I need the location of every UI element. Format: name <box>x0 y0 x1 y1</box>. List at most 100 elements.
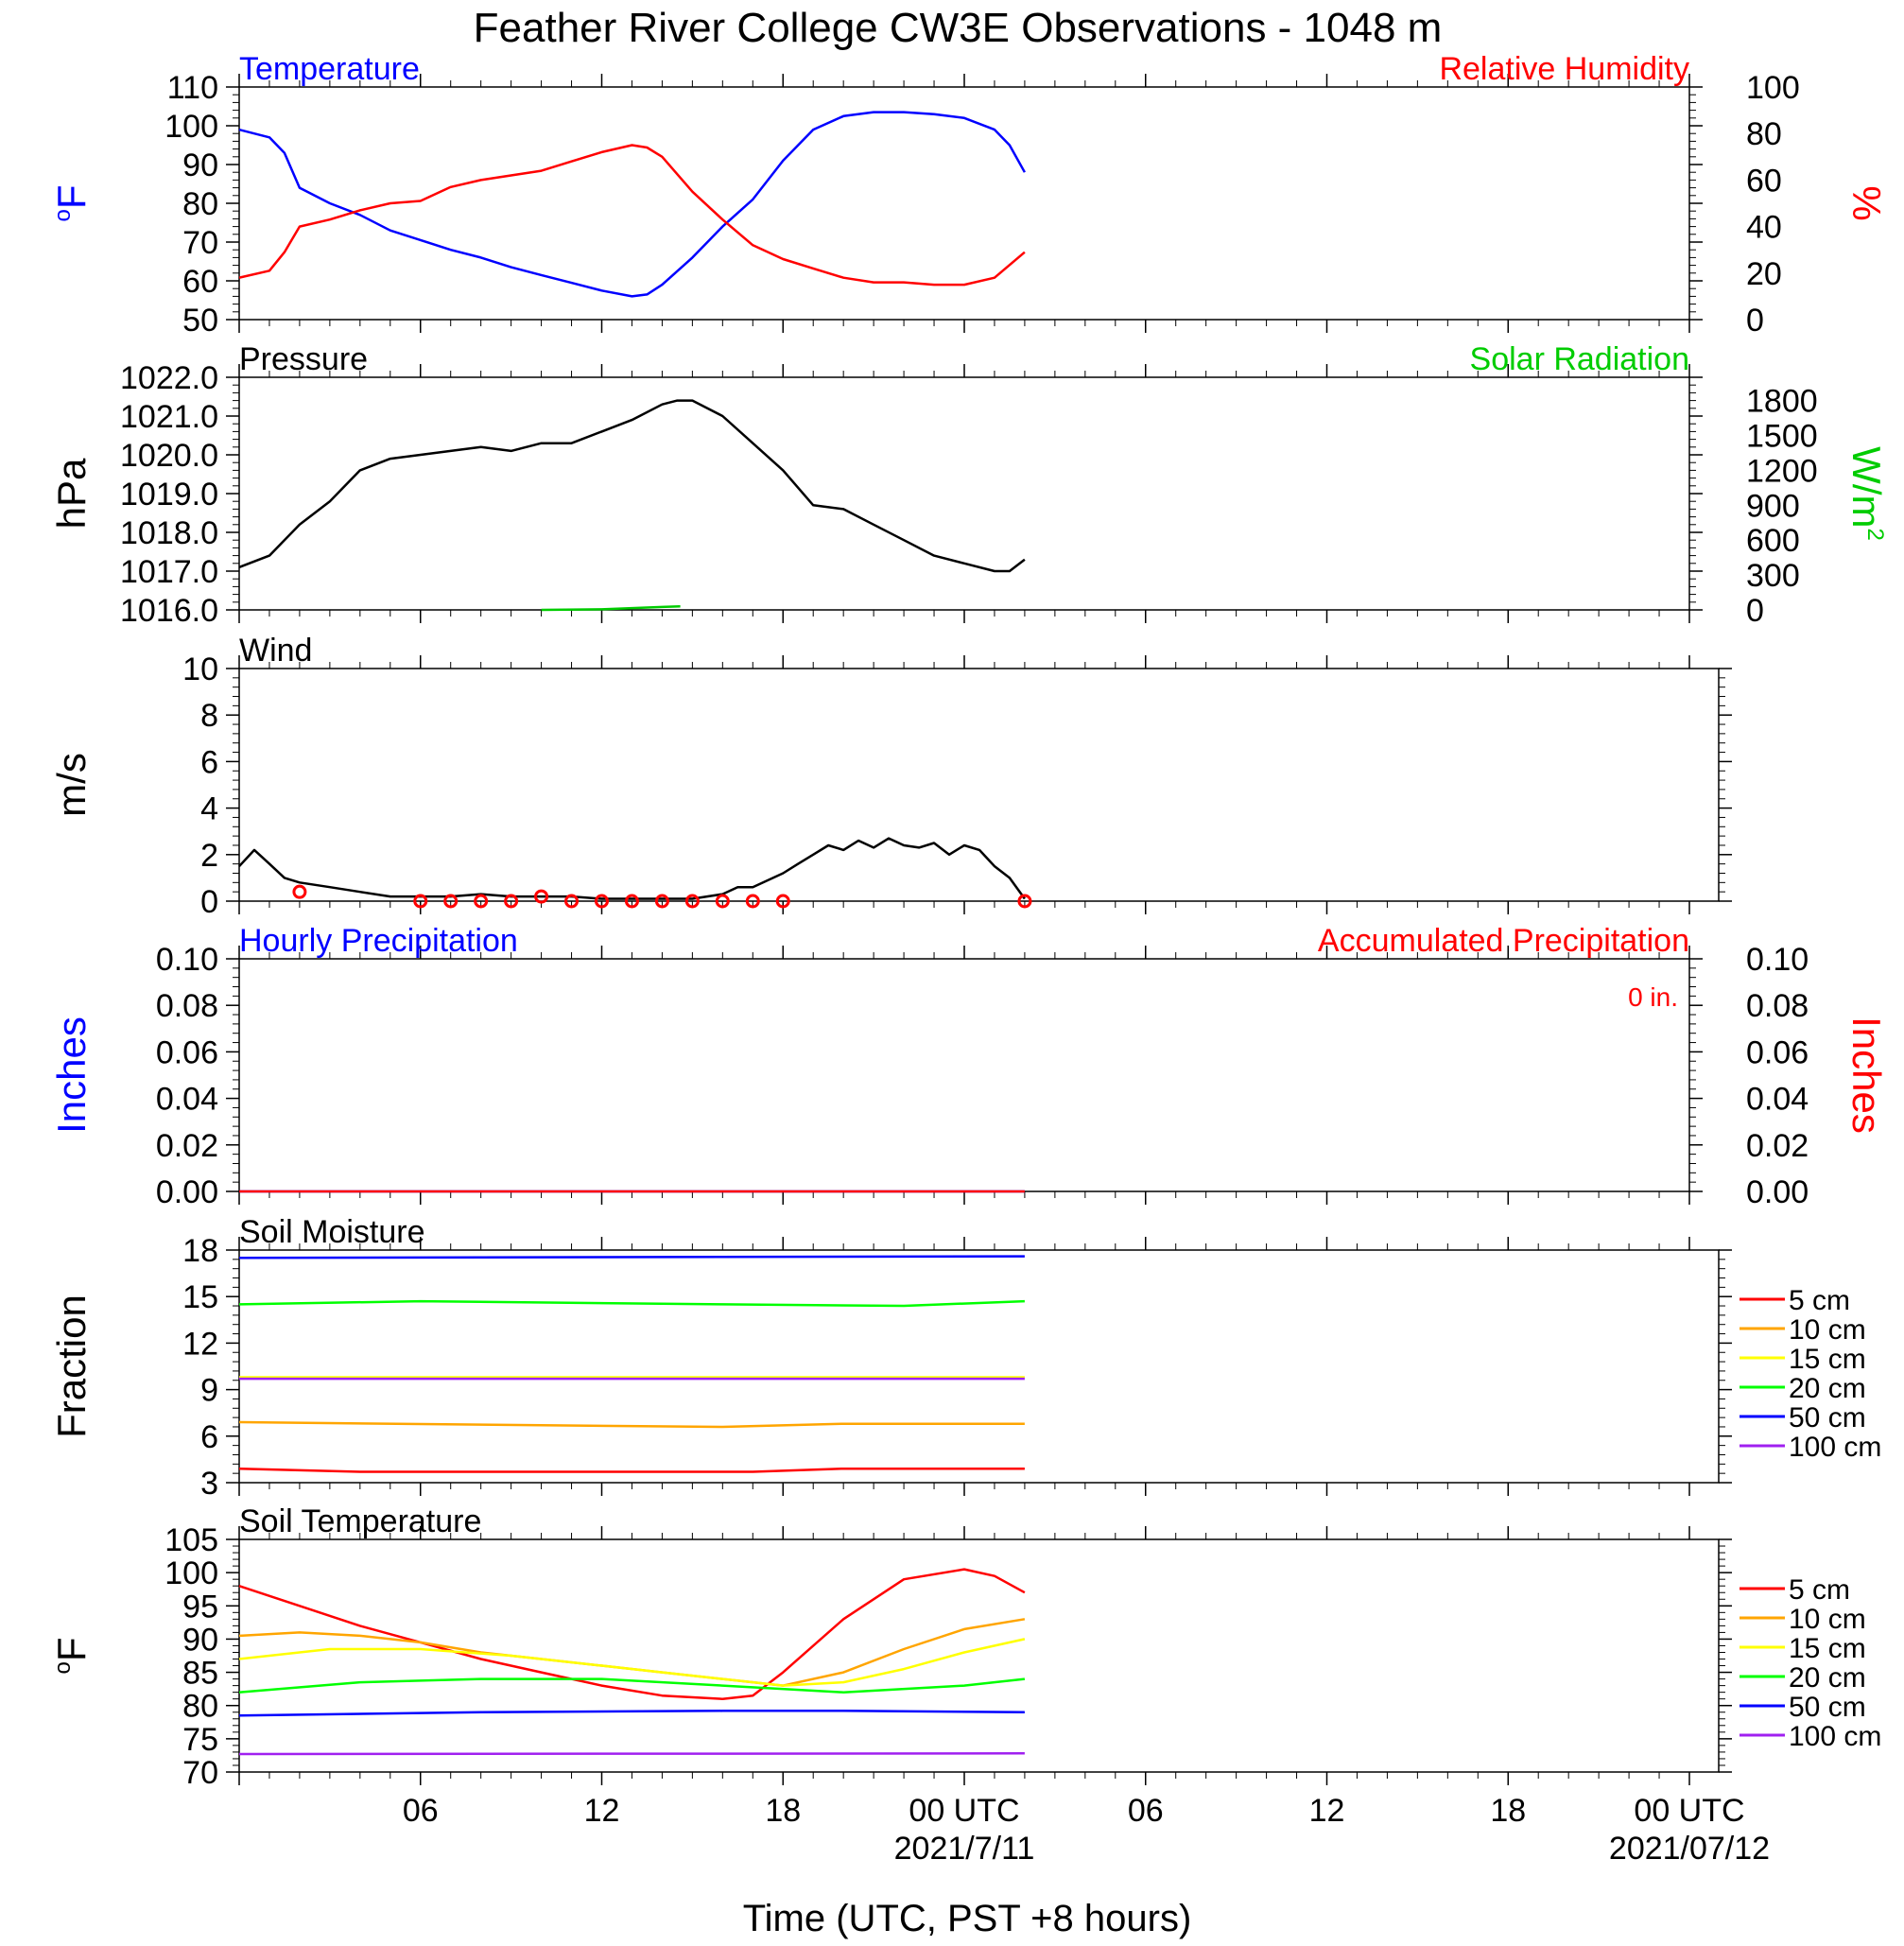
legend-label: 15 cm <box>1789 1344 1866 1375</box>
y-right-tick-label: 900 <box>1746 488 1800 524</box>
panel-3: 10 8 6 4 2 0 Wind m/s <box>49 633 1732 920</box>
legend-label: 50 cm <box>1789 1402 1866 1433</box>
y-tick-label: 3 <box>200 1466 218 1502</box>
x-axis-title: Time (UTC, PST +8 hours) <box>743 1898 1192 1939</box>
wind-barb-point <box>292 884 307 899</box>
y-right-tick-label: 20 <box>1746 256 1782 292</box>
y-tick-label: 50 <box>182 303 218 339</box>
y-right-tick-label: 0.00 <box>1746 1174 1809 1210</box>
y-tick-label: 0 <box>200 884 218 920</box>
legend-label: 15 cm <box>1789 1633 1866 1664</box>
x-tick-label: 12 <box>1309 1793 1345 1829</box>
y-label-right: % <box>1844 185 1889 220</box>
x-tick-label: 18 <box>765 1793 801 1829</box>
wind-barb-point <box>564 894 580 909</box>
y-right-tick-label: 80 <box>1746 116 1782 152</box>
series-line-5-cm <box>238 1467 1025 1473</box>
wind-barb-point <box>595 894 609 909</box>
panel-title-left: Soil Moisture <box>239 1214 425 1250</box>
y-right-tick-label: 0.04 <box>1746 1082 1809 1118</box>
y-right-tick-label: 0.08 <box>1746 988 1809 1024</box>
series-line-50-cm <box>238 1255 1025 1260</box>
plot-frame <box>238 376 1690 611</box>
y-right-tick-label: 40 <box>1746 210 1782 246</box>
wind-barb-point <box>443 894 459 909</box>
plot-frame <box>238 668 1720 902</box>
y-label-left: hPa <box>49 458 94 529</box>
legend-label: 20 cm <box>1789 1373 1866 1404</box>
panel-title-left: Hourly Precipitation <box>239 923 518 959</box>
y-right-tick-label: 0 <box>1746 303 1764 339</box>
y-tick-label: 18 <box>182 1233 218 1269</box>
wind-barb-point <box>715 894 730 909</box>
y-tick-label: 0.02 <box>156 1128 218 1164</box>
y-tick-label: 75 <box>182 1722 218 1758</box>
series-line-50-cm <box>238 1710 1025 1717</box>
y-tick-label: 85 <box>182 1656 218 1692</box>
panel-title-right: Accumulated Precipitation <box>1318 923 1689 959</box>
y-right-tick-label: 1800 <box>1746 384 1818 420</box>
wind-barb-point <box>413 894 428 909</box>
legend-label: 100 cm <box>1789 1432 1881 1463</box>
y-tick-label: 95 <box>182 1589 218 1625</box>
y-tick-label: 2 <box>200 838 218 874</box>
y-right-tick-label: 100 <box>1746 70 1800 106</box>
y-tick-label: 0.00 <box>156 1174 218 1210</box>
panel-title-right: Solar Radiation <box>1470 341 1689 377</box>
legend-label: 20 cm <box>1789 1662 1866 1694</box>
y-tick-label: 15 <box>182 1279 218 1315</box>
y-tick-label: 10 <box>182 652 218 687</box>
y-tick-label: 6 <box>200 1419 218 1455</box>
y-tick-label: 1021.0 <box>120 399 218 435</box>
y-right-tick-label: 0.06 <box>1746 1034 1809 1070</box>
y-tick-label: 1020.0 <box>120 438 218 474</box>
series-line-10-cm <box>238 1618 1026 1687</box>
series-line-15-cm <box>238 1638 1026 1687</box>
panel-title-left: Pressure <box>239 341 368 377</box>
y-tick-label: 1019.0 <box>120 477 218 513</box>
y-right-tick-label: 300 <box>1746 558 1800 594</box>
y-tick-label: 1018.0 <box>120 515 218 551</box>
y-tick-label: 0.06 <box>156 1034 218 1070</box>
y-tick-label: 1017.0 <box>120 554 218 590</box>
y-tick-label: 12 <box>182 1326 218 1362</box>
x-tick-label: 06 <box>1128 1793 1164 1829</box>
plot-frame <box>238 1538 1720 1773</box>
x-tick-label: 00 UTC <box>1634 1793 1744 1829</box>
y-right-tick-label: 1200 <box>1746 453 1818 489</box>
wind-barb-point <box>775 894 790 909</box>
panel-title-left: Temperature <box>239 51 420 87</box>
series-line-10-cm <box>238 1420 1025 1429</box>
y-tick-label: 9 <box>200 1373 218 1409</box>
y-tick-label: 60 <box>182 264 218 300</box>
x-tick-label: 00 UTC <box>909 1793 1019 1829</box>
y-label-left: Fraction <box>49 1294 94 1438</box>
y-tick-label: 8 <box>200 698 218 734</box>
wind-barb-point <box>504 894 519 909</box>
series-line-pressure <box>238 399 1026 573</box>
x-date-label: 2021/7/11 <box>894 1831 1035 1867</box>
series-line-20-cm <box>238 1299 1025 1308</box>
legend-label: 10 cm <box>1789 1314 1866 1346</box>
y-tick-label: 110 <box>167 70 218 106</box>
series-line-temperature <box>238 111 1026 298</box>
y-tick-label: 6 <box>200 744 218 780</box>
panel-4: 0.10 0.08 0.06 0.04 0.02 0.00 0.10 0.08 0.06 0.04… <box>49 923 1889 1210</box>
wind-barb-point <box>474 894 489 909</box>
y-label-left: oF <box>49 1637 94 1674</box>
panel-title-right: Relative Humidity <box>1439 51 1689 87</box>
panel-title-left: Soil Temperature <box>239 1503 481 1539</box>
wind-barb-point <box>534 889 549 904</box>
y-label-left: oF <box>49 184 94 221</box>
y-tick-label: 90 <box>182 148 218 183</box>
series-line-solar-radiation <box>541 605 681 612</box>
series-line-5-cm <box>238 1568 1026 1700</box>
y-tick-label: 80 <box>182 186 218 222</box>
annotation: 0 in. <box>1628 982 1678 1012</box>
panel-2: 1022.01021.01020.01019.01018.01017.01016… <box>49 341 1889 629</box>
wind-barb-point <box>1017 894 1032 909</box>
